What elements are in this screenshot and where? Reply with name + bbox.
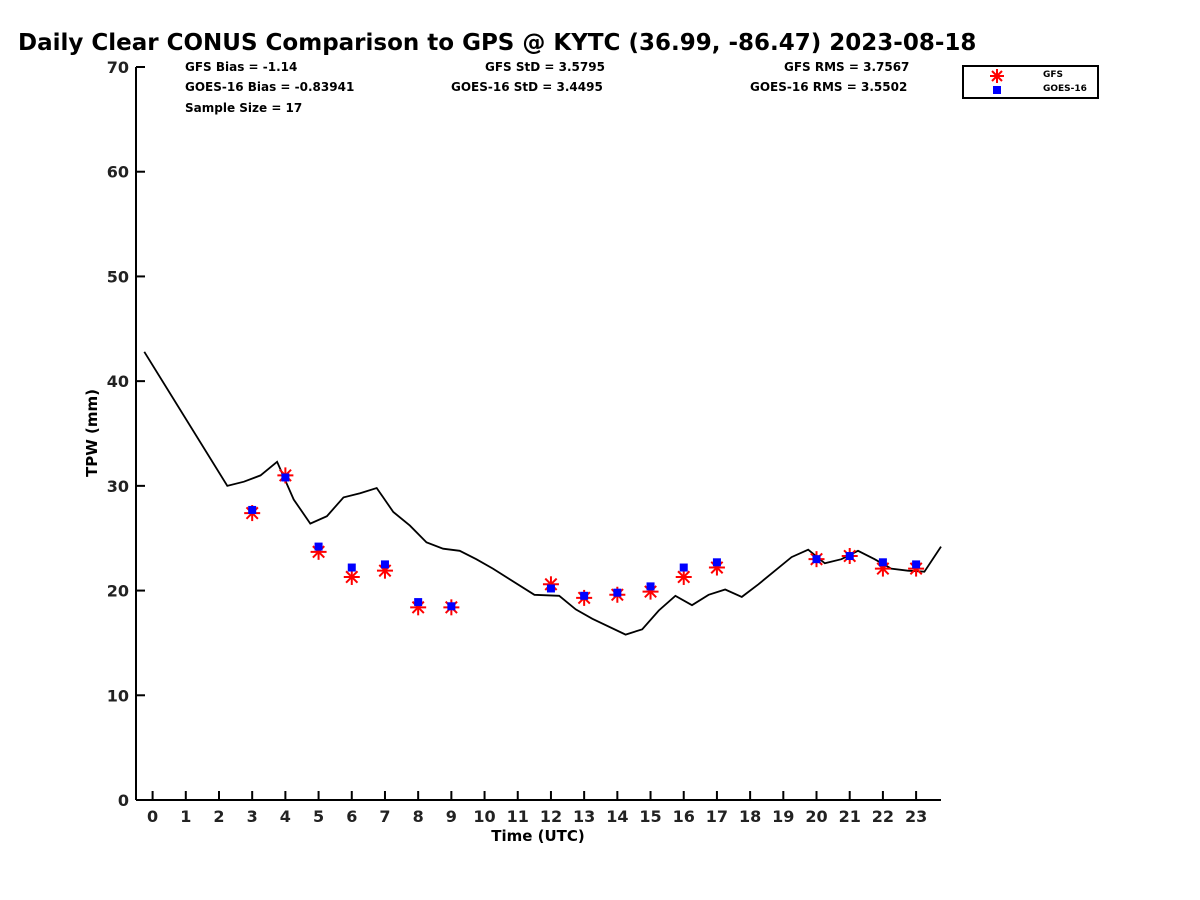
x-tick-label: 20	[805, 807, 827, 826]
goes-point	[447, 602, 456, 611]
x-tick-label: 3	[247, 807, 258, 826]
x-tick-label: 19	[772, 807, 794, 826]
goes-point	[281, 473, 290, 482]
goes-series	[248, 473, 921, 611]
x-tick-label: 2	[213, 807, 224, 826]
goes-point	[414, 598, 423, 607]
legend-goes-marker	[993, 86, 1001, 94]
legend-markers	[990, 69, 1004, 94]
goes-point	[679, 563, 688, 572]
legend-gfs-marker	[990, 69, 1004, 83]
x-tick-label: 13	[573, 807, 595, 826]
goes-point	[248, 505, 257, 514]
goes-point	[712, 558, 721, 567]
y-tick-label: 20	[107, 582, 129, 601]
x-tick-label: 14	[606, 807, 628, 826]
y-tick-label: 60	[107, 163, 129, 182]
x-tick-label: 22	[872, 807, 894, 826]
goes-point	[812, 555, 821, 564]
gfs-bias-stat: GFS Bias = -1.14	[185, 60, 298, 74]
gfs-point	[675, 568, 692, 585]
y-tick-label: 50	[107, 267, 129, 286]
goes-point	[546, 584, 555, 593]
x-tick-label: 16	[673, 807, 695, 826]
y-tick-label: 40	[107, 372, 129, 391]
goes-point	[314, 542, 323, 551]
goes-point	[347, 563, 356, 572]
y-tick-label: 30	[107, 477, 129, 496]
legend-label-goes: GOES-16	[1043, 84, 1087, 94]
x-tick-label: 5	[313, 807, 324, 826]
goes-point	[878, 558, 887, 567]
y-tick-label: 10	[107, 686, 129, 705]
legend-label-gfs: GFS	[1043, 70, 1064, 80]
x-tick-label: 15	[639, 807, 661, 826]
goes-rms-stat: GOES-16 RMS = 3.5502	[750, 80, 908, 94]
goes-point	[912, 560, 921, 569]
x-tick-label: 1	[180, 807, 191, 826]
chart-title: Daily Clear CONUS Comparison to GPS @ KY…	[18, 30, 977, 56]
x-tick-label: 17	[706, 807, 728, 826]
goes-point	[380, 560, 389, 569]
x-tick-label: 8	[413, 807, 424, 826]
goes-point	[580, 591, 589, 600]
x-tick-label: 12	[540, 807, 562, 826]
gfs-point	[343, 568, 360, 585]
x-tick-label: 4	[280, 807, 291, 826]
x-axis-label: Time (UTC)	[491, 827, 585, 845]
goes-point	[845, 552, 854, 561]
y-tick-label: 70	[107, 58, 129, 77]
gps-line	[143, 351, 942, 636]
x-tick-label: 9	[446, 807, 457, 826]
gps-series	[143, 351, 942, 636]
x-tick-label: 18	[739, 807, 761, 826]
x-tick-label: 0	[147, 807, 158, 826]
goes-point	[646, 582, 655, 591]
chart-legend: GFS GOES-16	[962, 65, 1099, 99]
x-tick-label: 21	[839, 807, 861, 826]
goes-bias-stat: GOES-16 Bias = -0.83941	[185, 80, 355, 94]
gfs-rms-stat: GFS RMS = 3.7567	[784, 60, 910, 74]
goes-std-stat: GOES-16 StD = 3.4495	[451, 80, 603, 94]
sample-size-stat: Sample Size = 17	[185, 101, 303, 115]
goes-point	[613, 588, 622, 597]
y-tick-label: 0	[118, 791, 129, 810]
x-tick-label: 11	[507, 807, 529, 826]
x-tick-label: 23	[905, 807, 927, 826]
x-tick-label: 10	[473, 807, 495, 826]
x-tick-label: 6	[346, 807, 357, 826]
gfs-std-stat: GFS StD = 3.5795	[485, 60, 605, 74]
x-tick-label: 7	[379, 807, 390, 826]
